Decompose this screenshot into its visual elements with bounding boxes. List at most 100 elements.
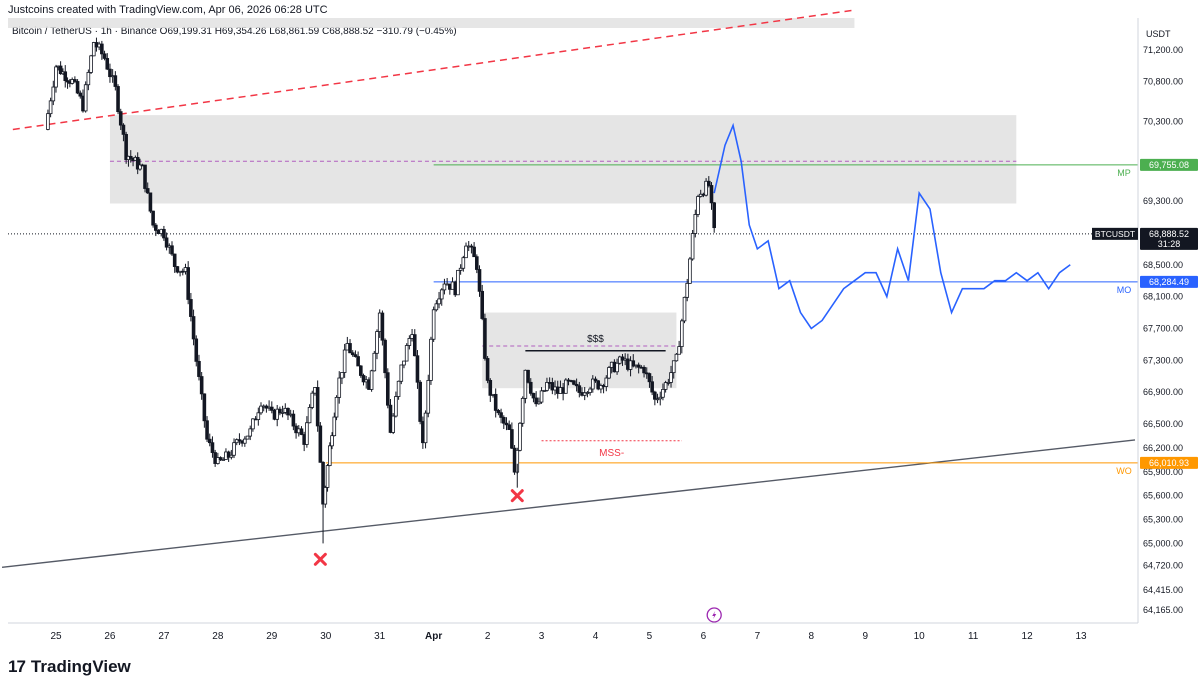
candle-body <box>86 72 91 86</box>
candle-body <box>51 86 56 102</box>
mo-price-badge <box>1140 275 1198 288</box>
candle-body <box>394 396 398 417</box>
candle-body <box>510 429 514 449</box>
candle-body <box>528 381 533 394</box>
annotations-layer: $$$ MSS- <box>313 334 722 623</box>
candle-body <box>507 424 511 430</box>
candle-body <box>396 380 401 397</box>
y-tick-label: 65,000.00 <box>1143 538 1183 548</box>
x-tick-label: 28 <box>212 631 224 642</box>
y-tick-label: 71,200.00 <box>1143 45 1183 55</box>
candle-body <box>259 405 263 414</box>
candle-body <box>172 253 177 267</box>
candle-body <box>574 383 579 387</box>
candle-body <box>615 362 619 373</box>
y-tick-label: 66,900.00 <box>1143 387 1183 397</box>
candle-body <box>501 417 506 424</box>
y-tick-label: 66,200.00 <box>1143 443 1183 453</box>
candle-body <box>359 365 363 376</box>
mp-price-badge-text: 69,755.08 <box>1149 160 1189 170</box>
candle-body <box>245 435 250 440</box>
candle-body <box>534 397 538 405</box>
candle-body <box>666 381 671 384</box>
y-tick-label: 65,900.00 <box>1143 467 1183 477</box>
candle-body <box>148 192 153 212</box>
candle-body <box>175 266 180 273</box>
candle-body <box>202 393 207 422</box>
candle-body <box>83 84 88 112</box>
candle-body <box>391 415 395 433</box>
candle-body <box>124 133 128 161</box>
candle-body <box>65 80 70 83</box>
candle-body <box>596 380 600 390</box>
x-tick-label: 29 <box>266 631 278 642</box>
candle-body <box>330 435 334 447</box>
candle-body <box>226 451 231 458</box>
candle-body <box>688 258 692 284</box>
level-tag-mp: MP <box>1117 168 1131 178</box>
level-tag-wo: WO <box>1116 466 1132 476</box>
candle-body <box>199 376 204 395</box>
price-labels-layer: 69,755.08 68,284.49 66,010.93 68,888.5231:2… <box>1092 158 1198 469</box>
x-tick-label: 25 <box>50 631 62 642</box>
candle-body <box>404 345 409 362</box>
y-tick-label: 65,300.00 <box>1143 515 1183 525</box>
candle-body <box>78 92 83 97</box>
x-tick-label: 13 <box>1075 631 1087 642</box>
candle-body <box>108 68 112 78</box>
candle-body <box>375 331 379 354</box>
candle-body <box>46 113 50 130</box>
candle-body <box>655 398 660 401</box>
candle-body <box>461 257 466 269</box>
x-tick-label: 26 <box>104 631 116 642</box>
candle-body <box>342 349 347 373</box>
candle-body <box>327 445 332 466</box>
level-tag-mo: MO <box>1117 285 1132 295</box>
candle-body <box>191 316 196 340</box>
candle-body <box>154 224 158 231</box>
tradingview-logo[interactable]: 17 TradingView <box>8 657 131 677</box>
y-tick-label: 64,720.00 <box>1143 561 1183 571</box>
tradingview-logo-text: TradingView <box>30 657 131 676</box>
candle-body <box>483 318 487 359</box>
candle-body <box>170 245 174 255</box>
candle-body <box>663 382 668 390</box>
candle-body <box>523 369 528 399</box>
candle-body <box>353 354 358 357</box>
candle-body <box>197 360 201 377</box>
tradingview-logo-icon: 17 <box>8 657 26 676</box>
candle-body <box>280 412 285 414</box>
y-tick-label: 64,165.00 <box>1143 605 1183 615</box>
candle-body <box>210 442 215 453</box>
candle-body <box>340 372 344 379</box>
candle-body <box>704 180 708 196</box>
symbol-ohlc-legend[interactable]: Bitcoin / TetherUS · 1h · Binance O69,19… <box>10 25 459 38</box>
candle-body <box>248 428 253 437</box>
candle-body <box>116 86 120 113</box>
candle-body <box>682 296 687 322</box>
candle-body <box>647 373 652 383</box>
candle-body <box>145 188 150 194</box>
candle-body <box>480 290 485 319</box>
header-band <box>8 18 855 28</box>
candle-body <box>696 196 700 215</box>
candle-body <box>383 339 387 374</box>
candle-body <box>128 155 133 159</box>
wo-price-badge-text: 66,010.93 <box>1149 458 1189 468</box>
candle-body <box>194 338 199 362</box>
candle-body <box>653 391 657 400</box>
candle-body <box>690 233 695 260</box>
candle-body <box>100 43 104 55</box>
candle-body <box>504 422 509 426</box>
candle-body <box>350 352 355 356</box>
candle-body <box>545 382 549 391</box>
candle-body <box>669 372 673 383</box>
candle-body <box>539 390 544 403</box>
candle-body <box>599 385 603 390</box>
candle-body <box>439 289 444 300</box>
candle-body <box>456 269 460 296</box>
candle-body <box>105 58 110 70</box>
candle-body <box>75 81 80 94</box>
candle-body <box>423 412 428 444</box>
